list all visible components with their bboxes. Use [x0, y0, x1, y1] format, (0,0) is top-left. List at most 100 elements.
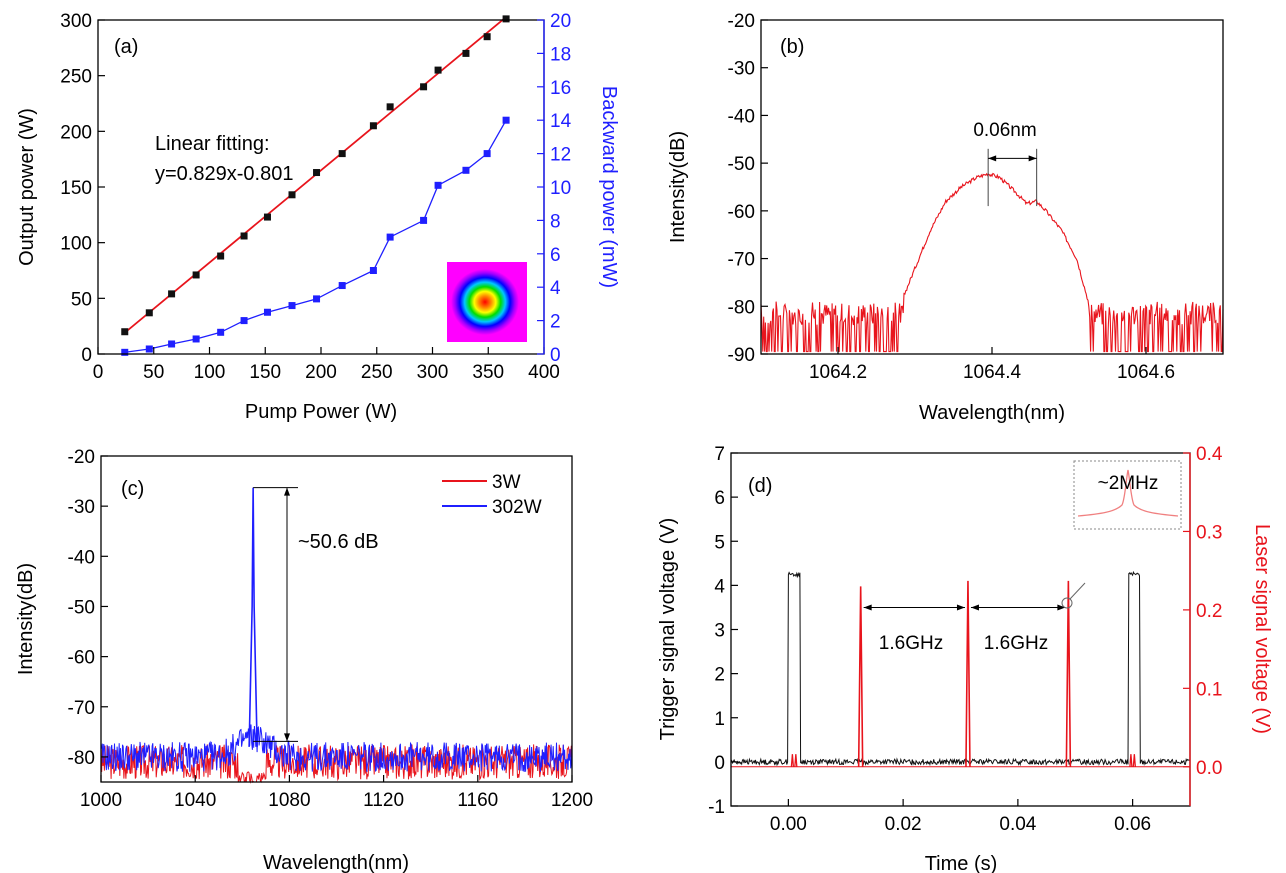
panel-d-zoom-marker: [1061, 597, 1073, 609]
panel-d-y2-ytick-label: 0.3: [1196, 522, 1222, 543]
panel-b-ticks: 1064.2 1064.4 1064.6 -90 -80 -70 -60 -50 -40 -30 -…: [728, 11, 1176, 383]
panel-a-xtick-label: 0: [93, 362, 104, 383]
panel-a-xtick-label: 400: [528, 362, 560, 383]
panel-a-ytick-label: 150: [60, 178, 92, 199]
panel-c-ytick-label: -30: [68, 497, 95, 518]
output-power-point: [369, 122, 377, 130]
laser-small-pulse: [794, 754, 798, 767]
backward-power-point: [434, 181, 442, 189]
panel-a-xtick-label: 250: [361, 362, 393, 383]
backward-power-point: [313, 295, 321, 303]
panel-d-y2label: Laser signal voltage (V): [1251, 524, 1273, 734]
legend-302w-label: 302W: [492, 497, 542, 518]
panel-d-ytick-label: 1: [714, 709, 725, 730]
trace-302w: [100, 724, 573, 772]
panel-a-y2-ytick-label: 20: [550, 11, 571, 32]
output-power-point: [217, 252, 225, 260]
panel-d-y2-ytick-label: 0.0: [1196, 758, 1222, 779]
panel-d-ytick-label: 0: [714, 753, 725, 774]
output-power-point: [121, 328, 129, 336]
panel-a-ytick-label: 300: [60, 11, 92, 32]
backward-power-point: [483, 150, 491, 158]
panel-a-ylabel: Output power (W): [16, 108, 38, 266]
interval-arrow-2-head-right: [1057, 604, 1066, 611]
panel-c-ytick-label: -80: [68, 748, 95, 769]
backward-power-point: [168, 340, 176, 348]
panel-c-frame: [100, 455, 573, 783]
panel-a: 0 50 100 150 200 250 300 350 4000501001502002503…: [16, 11, 620, 423]
backward-power-point: [462, 166, 470, 174]
output-power-point: [263, 213, 271, 221]
output-power-point: [192, 271, 200, 279]
backward-power-point: [338, 282, 346, 290]
panel-d-interval-1: 1.6GHz: [879, 633, 943, 654]
panel-a-fit-label-1: Linear fitting:: [155, 133, 270, 155]
output-power-point: [240, 232, 248, 240]
panel-a-ytick-label: 100: [60, 234, 92, 255]
output-power-point: [145, 309, 153, 317]
panel-d-ytick-label: 5: [714, 532, 725, 553]
panel-c-xlabel: Wavelength(nm): [263, 852, 409, 873]
panel-d-y2-ytick-label: 0.4: [1196, 444, 1223, 465]
panel-d-y2-ytick-label: 0.1: [1196, 679, 1222, 700]
laser-small-pulse: [790, 754, 795, 767]
panel-b-xtick-label: 1064.6: [1117, 362, 1175, 383]
panel-c-xtick-label: 1160: [457, 790, 498, 811]
panel-a-ytick-label: 250: [60, 67, 92, 88]
panel-c-ytick-label: -50: [68, 597, 95, 618]
output-power-point: [420, 83, 428, 91]
output-power-point: [434, 66, 442, 74]
backward-power-point: [121, 348, 129, 356]
panel-d-ytick-label: -1: [708, 797, 725, 818]
panel-d-plot-area: [730, 570, 1191, 768]
panel-b-xlabel: Wavelength(nm): [919, 402, 1065, 424]
output-power-point: [288, 191, 296, 199]
panel-b-plot-area: [760, 148, 1224, 353]
panel-a-fit-label-2: y=0.829x-0.801: [155, 163, 293, 185]
panel-c-plot-area: [100, 487, 573, 784]
panel-a-y2-ytick-label: 10: [550, 178, 571, 199]
panel-b-frame: [760, 19, 1224, 355]
backward-power-point: [288, 302, 296, 310]
panel-b-ytick-label: -90: [728, 345, 755, 366]
laser-pulse: [965, 580, 971, 767]
panel-a-y2-ytick-label: 0: [550, 345, 561, 366]
panel-b-ytick-label: -70: [728, 250, 755, 271]
backward-power-point: [192, 335, 200, 343]
panel-c-xtick-label: 1120: [363, 790, 404, 811]
panel-a-y2label: Backward power (mW): [598, 86, 620, 288]
panel-c-ticks: 1000 1040 1080 1120 1160 1200 -80 -70 -60 -50 -40 -…: [68, 447, 594, 811]
panel-b-xtick-label: 1064.4: [963, 362, 1022, 383]
panel-d-xtick-label: 0.00: [770, 814, 807, 835]
panel-d-inset-trace: [1077, 469, 1179, 517]
panel-c-ylabel: Intensity(dB): [15, 563, 37, 675]
panel-d-ytick-label: 6: [714, 488, 725, 509]
panel-b-ytick-label: -30: [728, 59, 755, 80]
panel-d-ytick-label: 2: [714, 665, 725, 686]
snr-arrowhead-bottom: [284, 733, 290, 742]
panel-a-plot-area: [121, 15, 510, 356]
laser-small-pulse: [1132, 754, 1136, 767]
panel-c-ytick-label: -70: [68, 698, 95, 719]
panel-a-xtick-label: 350: [472, 362, 504, 383]
panel-a-y2-ytick-label: 18: [550, 44, 571, 65]
panel-c-ytick-label: -20: [68, 447, 95, 468]
output-power-point: [462, 49, 470, 57]
panel-a-ytick-label: 200: [60, 122, 92, 143]
panel-d-xtick-label: 0.02: [885, 814, 922, 835]
backward-power-point: [420, 216, 428, 224]
panel-a-ytick-label: 0: [81, 345, 92, 366]
panel-a-y2-ytick-label: 14: [550, 111, 572, 132]
panel-d: 0.00 0.02 0.04 0.06 -1 0 1 2 3 4 5 6 7 0.0 0.1 0.2 0.3 0.…: [657, 444, 1273, 873]
panel-a-y2-ytick-label: 6: [550, 245, 561, 266]
panel-c-xtick-label: 1080: [268, 790, 310, 811]
panel-c-ytick-label: -40: [68, 547, 95, 568]
panel-b-annotation: 0.06nm: [973, 120, 1036, 141]
panel-c-xtick-label: 1040: [174, 790, 216, 811]
panel-b-ytick-label: -40: [728, 106, 755, 127]
panel-a-letter: (a): [114, 36, 138, 58]
panel-a-y2-ytick-label: 16: [550, 78, 571, 99]
panel-d-ytick-label: 4: [714, 576, 725, 597]
spectrum-trace: [760, 172, 1224, 353]
